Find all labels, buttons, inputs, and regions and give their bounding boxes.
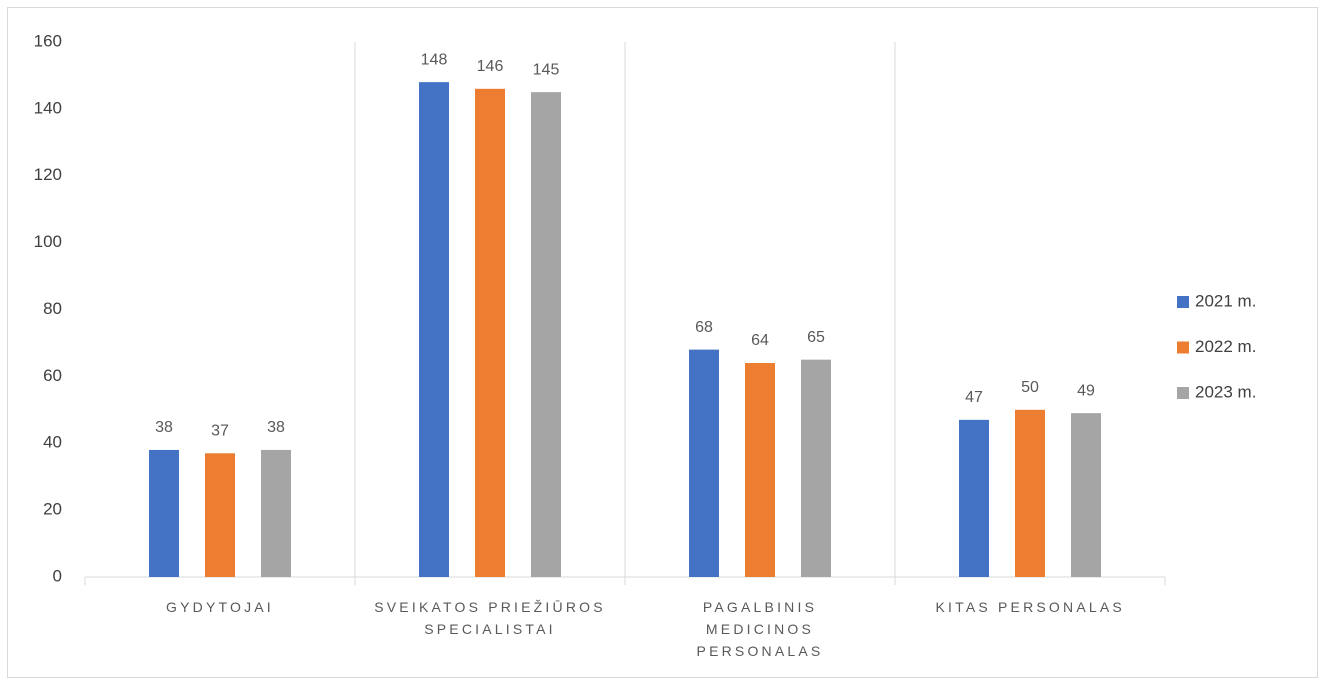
data-label: 64 bbox=[751, 332, 769, 349]
bar bbox=[1015, 409, 1045, 577]
chart-border bbox=[7, 7, 1318, 678]
bar bbox=[689, 349, 719, 577]
bar bbox=[959, 419, 989, 577]
y-tick-label: 140 bbox=[34, 98, 62, 117]
bar bbox=[531, 92, 561, 577]
y-tick-label: 60 bbox=[43, 366, 62, 385]
bar bbox=[149, 449, 179, 577]
y-tick-label: 40 bbox=[43, 433, 62, 452]
y-tick-label: 100 bbox=[34, 232, 62, 251]
bar bbox=[261, 449, 291, 577]
data-label: 38 bbox=[267, 419, 285, 436]
x-tick-label: GYDYTOJAI bbox=[166, 599, 274, 615]
y-tick-label: 80 bbox=[43, 299, 62, 318]
bar bbox=[205, 453, 235, 577]
legend-swatch bbox=[1177, 341, 1189, 354]
x-tick-label: PAGALBINIS MEDICINOS PERSONALAS bbox=[696, 599, 824, 659]
y-tick-label: 20 bbox=[43, 500, 62, 519]
data-label: 145 bbox=[533, 61, 560, 78]
legend-swatch bbox=[1177, 296, 1189, 308]
data-label: 49 bbox=[1077, 382, 1095, 399]
data-label: 37 bbox=[211, 423, 229, 440]
data-label: 38 bbox=[155, 419, 173, 436]
y-tick-label: 120 bbox=[34, 165, 62, 184]
bar bbox=[1071, 413, 1101, 577]
bar bbox=[475, 88, 505, 577]
legend-label: 2023 m. bbox=[1195, 382, 1256, 401]
x-tick-label: KITAS PERSONALAS bbox=[935, 599, 1125, 615]
bar bbox=[419, 82, 449, 577]
bar bbox=[745, 363, 775, 577]
legend-swatch bbox=[1177, 387, 1189, 399]
data-label: 65 bbox=[807, 329, 825, 346]
data-label: 47 bbox=[965, 389, 983, 406]
x-tick-label: SVEIKATOS PRIEŽIŪROS SPECIALISTAI bbox=[374, 599, 606, 637]
data-label: 50 bbox=[1021, 379, 1039, 396]
legend-label: 2022 m. bbox=[1195, 337, 1256, 356]
y-tick-label: 0 bbox=[53, 566, 62, 585]
data-label: 148 bbox=[421, 51, 448, 68]
data-label: 68 bbox=[695, 319, 713, 336]
legend-label: 2021 m. bbox=[1195, 291, 1256, 310]
y-tick-label: 160 bbox=[34, 31, 62, 50]
bar bbox=[801, 359, 831, 577]
data-label: 146 bbox=[477, 58, 504, 75]
